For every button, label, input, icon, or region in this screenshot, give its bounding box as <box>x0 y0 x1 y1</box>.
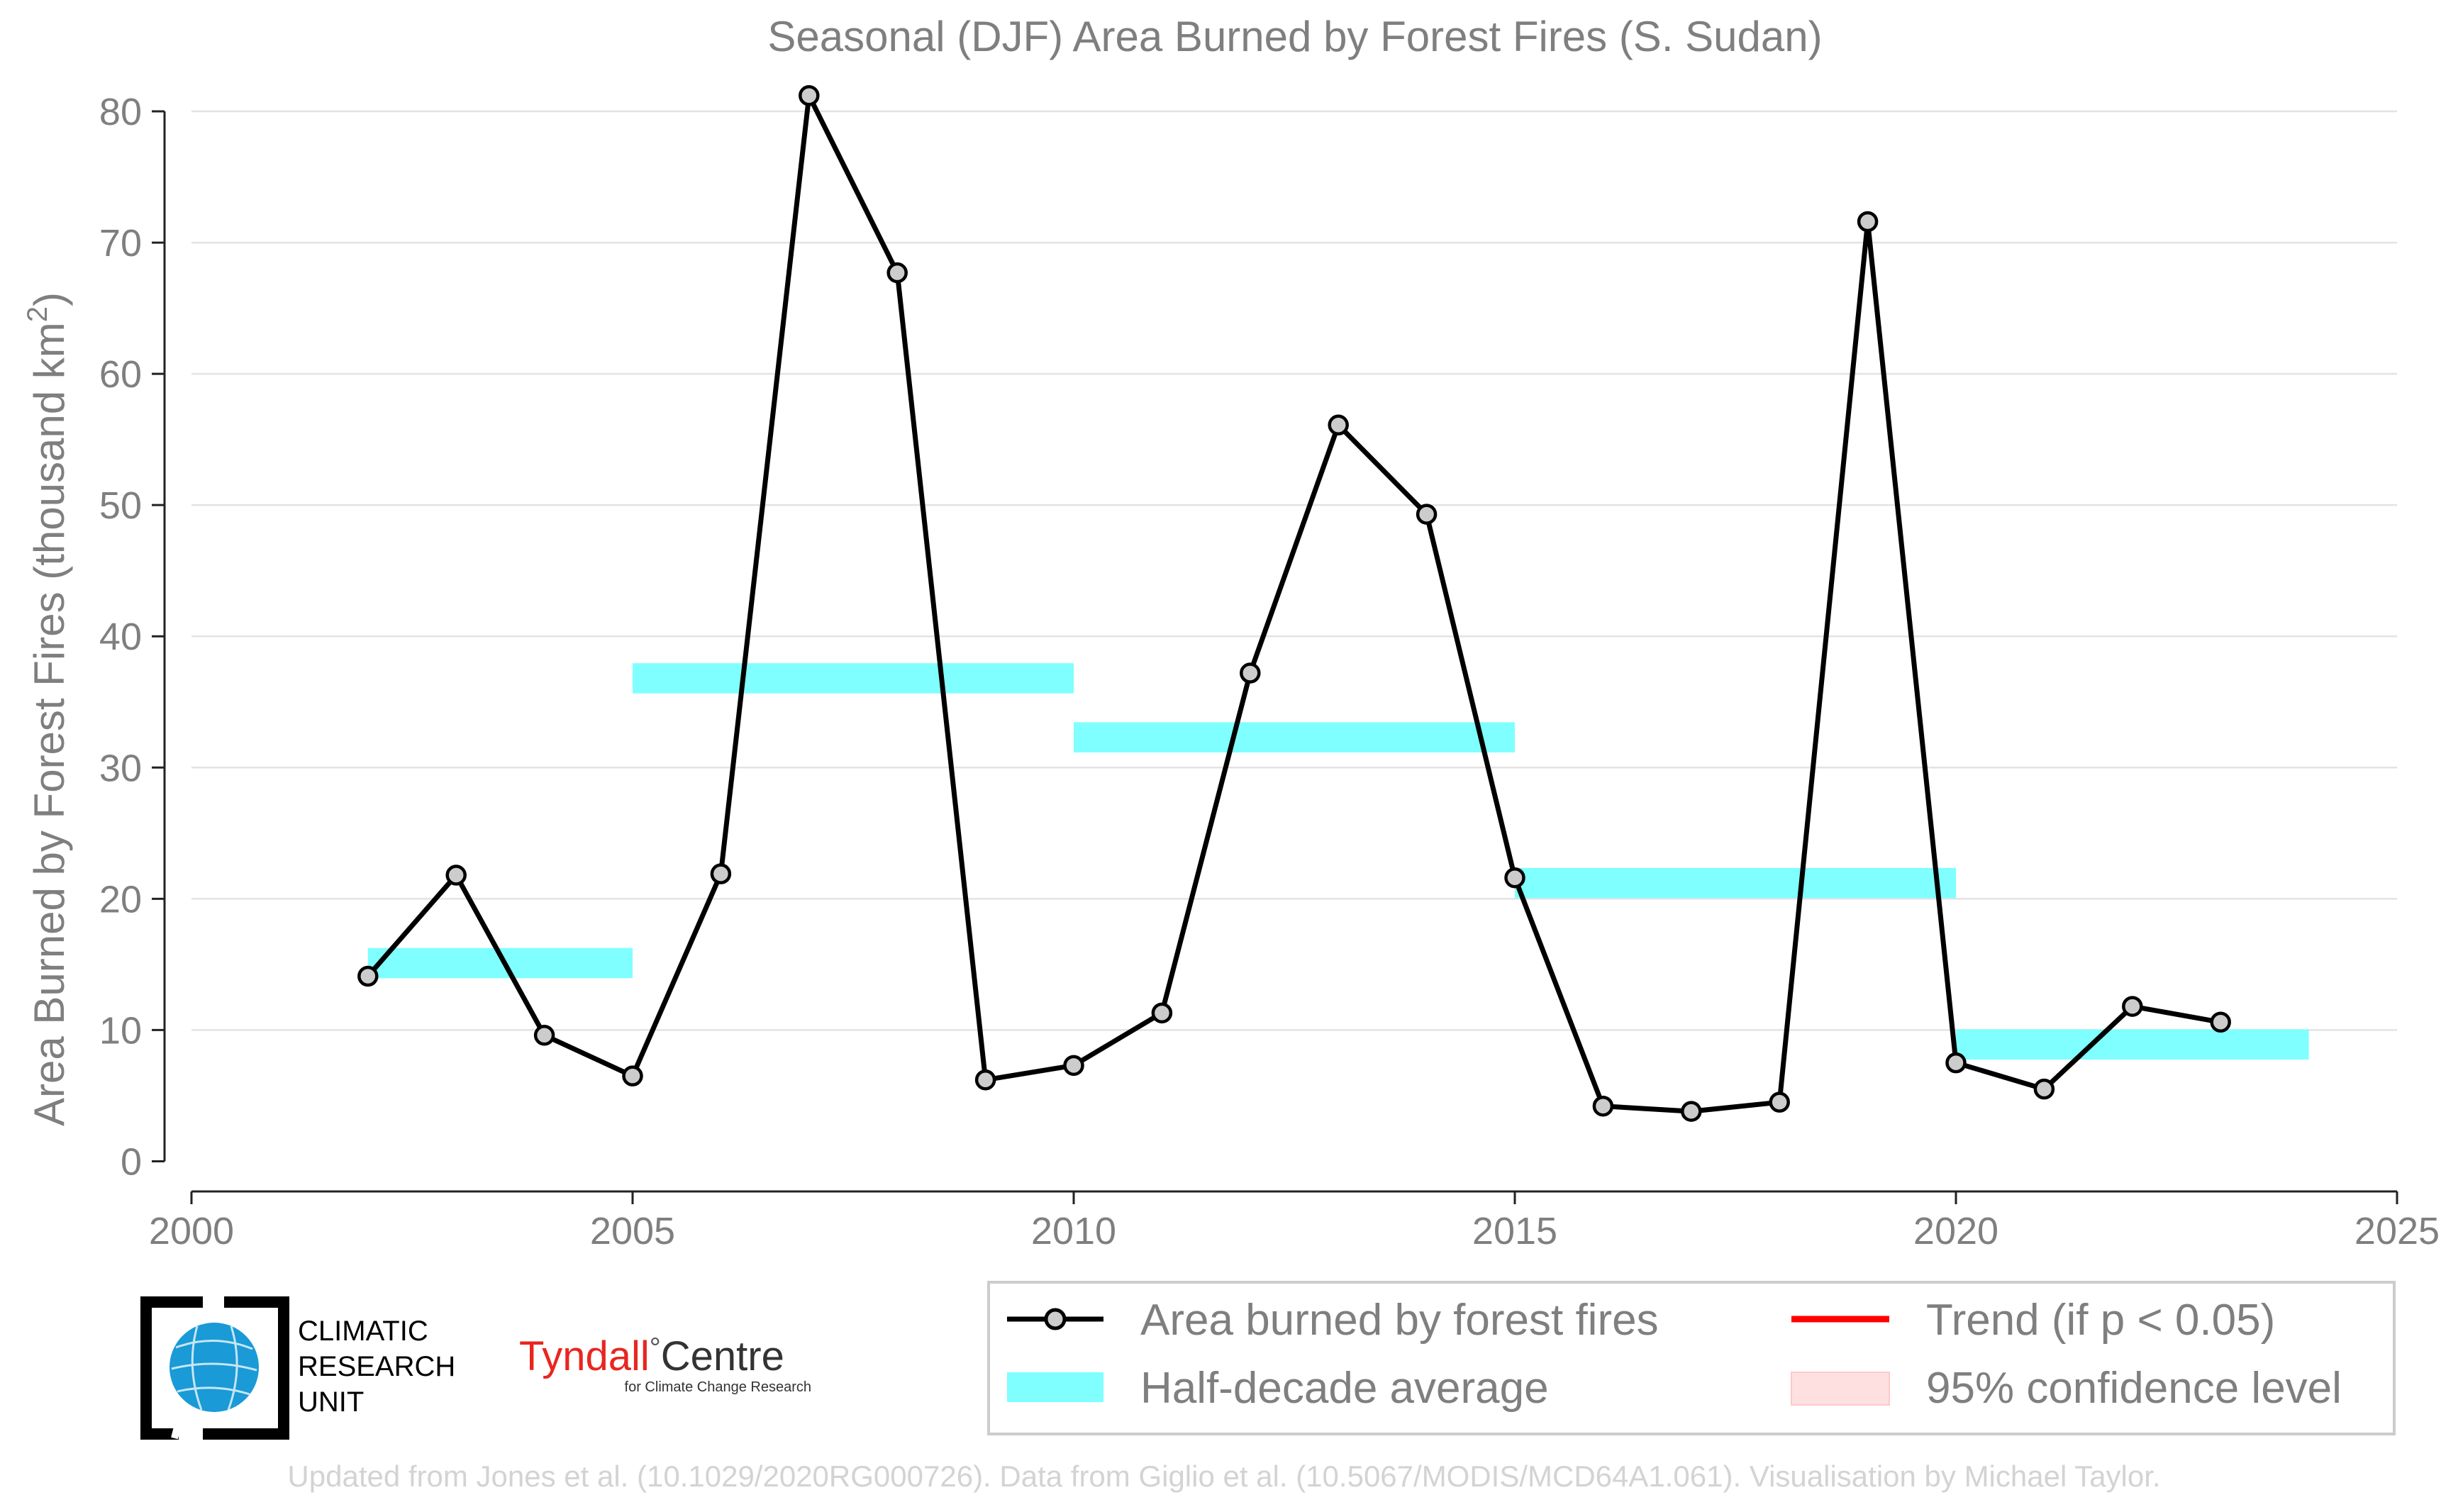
y-axis-label: Area Burned by Forest Fires (thousand km… <box>22 292 73 1126</box>
data-point-2008 <box>886 262 908 284</box>
data-point-2003 <box>445 865 467 886</box>
cru-text-line-1: CLIMATIC <box>298 1316 428 1347</box>
data-point-2014 <box>1416 504 1438 525</box>
half-decade-band-5 <box>1956 1029 2309 1060</box>
x-tick-label-2015: 2015 <box>1472 1210 1557 1252</box>
data-point-2012 <box>1240 662 1261 684</box>
data-point-2023 <box>2210 1011 2231 1033</box>
y-axis-label-main: Area Burned by Forest Fires (thousand km <box>26 322 73 1126</box>
x-tick-label-2000: 2000 <box>149 1210 234 1252</box>
data-point-2021 <box>2033 1078 2055 1100</box>
legend-label-trend: Trend (if p < 0.05) <box>1926 1296 2275 1345</box>
half-decade-bands <box>367 663 2309 1060</box>
tyndall-word: Tyndall <box>519 1333 650 1379</box>
y-tick-label-70: 70 <box>99 222 142 265</box>
legend-entry-area-burned: Area burned by forest fires <box>1007 1296 1659 1345</box>
data-point-2007 <box>799 85 820 106</box>
legend: Area burned by forest fires Trend (if p … <box>987 1281 2396 1435</box>
half-decade-band-2 <box>633 663 1074 694</box>
legend-marker-area-burned <box>1044 1308 1067 1330</box>
cru-text-line-3: UNIT <box>298 1386 364 1418</box>
tyndall-logo: Tyndall°Centre for Climate Change Resear… <box>519 1333 811 1395</box>
grid-lines <box>191 110 2397 1031</box>
data-point-2018 <box>1769 1091 1790 1113</box>
x-tick-label-2010: 2010 <box>1031 1210 1116 1252</box>
legend-entry-confidence: 95% confidence level <box>1791 1364 2342 1413</box>
y-axis-label-sup: 2 <box>22 306 53 322</box>
chart-title: Seasonal (DJF) Area Burned by Forest Fir… <box>767 13 1822 60</box>
data-point-2004 <box>533 1025 555 1046</box>
y-tick-label-30: 30 <box>99 747 142 789</box>
legend-label-confidence: 95% confidence level <box>1926 1364 2342 1413</box>
legend-swatch-half-decade <box>1007 1372 1103 1402</box>
series-area-burned <box>357 85 2231 1122</box>
y-tick-label-0: 0 <box>121 1140 142 1183</box>
x-tick-label-2020: 2020 <box>1913 1210 1998 1252</box>
legend-entry-half-decade: Half-decade average <box>1007 1364 1549 1413</box>
footer-credit: Updated from Jones et al. (10.1029/2020R… <box>287 1460 2160 1493</box>
data-point-2006 <box>710 863 732 884</box>
y-tick-label-60: 60 <box>99 353 142 396</box>
legend-entry-trend: Trend (if p < 0.05) <box>1791 1296 2275 1345</box>
tyndall-centre-word: Centre <box>661 1333 784 1379</box>
data-point-2009 <box>974 1069 996 1091</box>
half-decade-band-3 <box>1074 722 1515 752</box>
y-tick-label-50: 50 <box>99 484 142 527</box>
y-tick-label-10: 10 <box>99 1009 142 1052</box>
data-point-2019 <box>1857 211 1879 233</box>
legend-frame <box>987 1281 2396 1435</box>
legend-label-area-burned: Area burned by forest fires <box>1140 1296 1659 1345</box>
cru-globe-lines <box>171 1325 257 1411</box>
legend-label-half-decade: Half-decade average <box>1140 1364 1549 1413</box>
y-axis: 0 10 20 30 40 50 60 70 80 <box>99 91 166 1183</box>
series-line <box>366 93 2221 1114</box>
data-point-2016 <box>1592 1095 1614 1117</box>
cru-text-line-2: RESEARCH <box>298 1351 455 1382</box>
cru-logo-frame <box>140 1296 289 1440</box>
data-point-2015 <box>1504 867 1525 889</box>
x-axis: 2000 2005 2010 2015 2020 2025 <box>149 1190 2440 1252</box>
tyndall-subtitle: for Climate Change Research <box>625 1379 811 1395</box>
data-point-2017 <box>1681 1101 1702 1122</box>
x-tick-label-2005: 2005 <box>590 1210 675 1252</box>
tyndall-degree: ° <box>650 1333 661 1364</box>
tyndall-logo-text: Tyndall°Centre <box>519 1333 784 1379</box>
y-axis-label-close: ) <box>26 292 73 306</box>
data-point-2005 <box>622 1065 643 1086</box>
y-tick-label-20: 20 <box>99 878 142 921</box>
data-point-2011 <box>1151 1002 1173 1024</box>
data-point-2020 <box>1945 1052 1967 1074</box>
legend-swatch-confidence <box>1791 1372 1890 1406</box>
y-tick-label-80: 80 <box>99 91 142 133</box>
data-point-2013 <box>1328 414 1349 436</box>
y-tick-label-40: 40 <box>99 616 142 658</box>
data-point-2010 <box>1063 1055 1084 1077</box>
x-tick-label-2025: 2025 <box>2354 1210 2440 1252</box>
data-point-2002 <box>357 965 379 987</box>
half-decade-band-4 <box>1515 867 1956 899</box>
cru-logo: CLIMATIC RESEARCH UNIT <box>140 1296 455 1440</box>
data-point-2022 <box>2122 996 2143 1017</box>
